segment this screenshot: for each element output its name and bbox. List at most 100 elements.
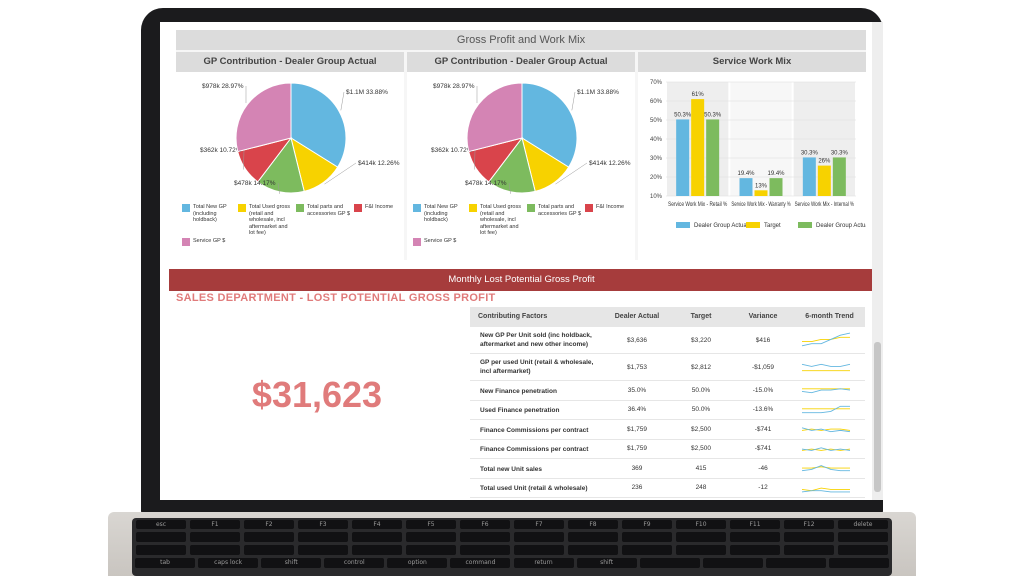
- cell-factor: New Finance penetration: [480, 387, 557, 395]
- keyboard-key: [244, 545, 294, 555]
- trend-line-target: [802, 336, 850, 343]
- vertical-scrollbar[interactable]: [872, 22, 883, 500]
- pie-slice-label: $478k 14.17%: [234, 180, 276, 187]
- bar[interactable]: [754, 190, 768, 196]
- column-header-factors[interactable]: Contributing Factors: [470, 307, 604, 327]
- gross-profit-section: Gross Profit and Work Mix GP Contributio…: [176, 30, 866, 260]
- trend-line-actual: [801, 465, 850, 472]
- legend-label: Total parts and accessories GP $: [307, 204, 351, 217]
- pie-slice-label: $414k 12.26%: [589, 160, 631, 167]
- cell-dealer-actual: $1,759: [627, 445, 647, 453]
- pie-slice[interactable]: [235, 82, 292, 153]
- keyboard-key: delete: [838, 520, 888, 529]
- bar[interactable]: [817, 165, 831, 196]
- keyboard-key: F10: [676, 520, 726, 529]
- lost-potential-total: $31,623: [251, 374, 383, 415]
- pie-slice-label: $978k 28.97%: [433, 83, 475, 90]
- cell-dealer-actual: 35.0%: [627, 386, 647, 394]
- bar[interactable]: [802, 157, 816, 196]
- table-row[interactable]: Finance Commissions per contract $1,759 $2…: [470, 420, 865, 440]
- keyboard-key: [639, 558, 700, 568]
- trend-line-target: [801, 428, 851, 431]
- keyboard-key: F4: [352, 520, 402, 529]
- legend-swatch: [354, 204, 362, 212]
- table-row[interactable]: GP per used Unit (retail & wholesale, in…: [470, 354, 865, 381]
- bar[interactable]: [676, 119, 690, 196]
- bar-legend-swatch: [798, 222, 812, 228]
- table-row[interactable]: Total new Unit sales 369 415 -46: [470, 459, 865, 479]
- scrollbar-thumb[interactable]: [874, 342, 881, 492]
- pie-slice-label: $1.1M 33.88%: [577, 89, 619, 96]
- keyboard-key: [702, 558, 763, 568]
- pie-slice-label: $362k 10.72%: [431, 147, 473, 154]
- y-tick-label: 70%: [650, 80, 663, 86]
- table-row[interactable]: Total used Unit (retail & wholesale) 236 2…: [470, 479, 865, 498]
- bar-legend-label[interactable]: Dealer Group Actual: [816, 223, 866, 229]
- table-row[interactable]: Used Finance penetration 36.4% 50.0% -13.6%: [470, 401, 865, 420]
- cell-variance: $416: [755, 336, 771, 344]
- trend-line-actual: [801, 427, 851, 433]
- bar-value-label: 50.3%: [704, 112, 722, 118]
- bar[interactable]: [832, 157, 846, 196]
- bar[interactable]: [769, 178, 783, 196]
- trend-line-actual: [801, 388, 851, 394]
- keyboard-key: [298, 545, 348, 555]
- bar[interactable]: [706, 119, 720, 196]
- keyboard-key: [730, 532, 780, 542]
- bar-value-label: 13%: [755, 183, 768, 189]
- trend-line-target: [801, 448, 851, 451]
- trend-sparkline: [802, 405, 850, 413]
- cell-factor: Total new Unit sales: [480, 465, 543, 473]
- bar-value-label: 50.3%: [674, 112, 692, 118]
- keyboard-key: esc: [136, 520, 186, 529]
- keyboard-key: [765, 558, 826, 568]
- bar-legend-swatch: [676, 222, 690, 228]
- legend-label: F&I Income: [596, 204, 625, 210]
- bar-legend-label[interactable]: Target: [764, 223, 781, 229]
- cell-dealer-actual: 236: [631, 484, 643, 492]
- legend-label: Total Used gross (retail and wholesale, …: [249, 204, 290, 236]
- trend-sparkline: [801, 332, 851, 347]
- column-header-variance[interactable]: Variance: [732, 307, 794, 327]
- cell-target: $2,500: [691, 425, 711, 433]
- x-tick-label: Service Work Mix - Retail %: [668, 202, 728, 208]
- column-header-trend[interactable]: 6-month Trend: [794, 307, 865, 327]
- column-header-target[interactable]: Target: [670, 307, 732, 327]
- bar[interactable]: [739, 178, 753, 196]
- cell-dealer-actual: 36.4%: [627, 406, 647, 414]
- x-tick-label: Service Work Mix - Internal %: [795, 202, 855, 208]
- trend-sparkline: [801, 487, 850, 492]
- keyboard-key: [568, 532, 618, 542]
- cell-variance: -$741: [754, 445, 772, 453]
- legend-swatch: [296, 204, 304, 212]
- cell-variance: -$1,059: [751, 363, 775, 371]
- keyboard-key: [622, 545, 672, 555]
- column-header-dealer-actual[interactable]: Dealer Actual: [604, 307, 670, 327]
- bar-legend-label[interactable]: Dealer Group Actual: [694, 223, 748, 229]
- legend-label: Service GP $: [424, 238, 457, 244]
- legend-swatch: [238, 204, 246, 212]
- bar-chart-title: Service Work Mix: [638, 52, 866, 72]
- keyboard-key: [784, 532, 834, 542]
- table-row[interactable]: New Finance penetration 35.0% 50.0% -15.0%: [470, 381, 865, 401]
- bar[interactable]: [691, 99, 705, 196]
- table-row[interactable]: Finance Commissions per contract $1,759 $2…: [470, 440, 865, 459]
- keyboard-key: [136, 545, 186, 555]
- keyboard-key: F8: [568, 520, 618, 529]
- cell-factor: New GP Per Unit sold (inc holdback, afte…: [480, 332, 592, 348]
- legend-swatch: [182, 204, 190, 212]
- cell-variance: -12: [758, 484, 768, 492]
- cell-variance: -13.6%: [752, 406, 774, 414]
- pie-leader-line: [340, 91, 345, 111]
- cell-target: 248: [695, 484, 707, 492]
- legend-label: Total Used gross (retail and wholesale, …: [480, 204, 521, 236]
- keyboard-key: [730, 545, 780, 555]
- dashboard-screen: Gross Profit and Work Mix GP Contributio…: [160, 22, 872, 500]
- pie-slice-label: $414k 12.26%: [358, 160, 400, 167]
- table-row[interactable]: New GP Per Unit sold (inc holdback, afte…: [470, 327, 865, 354]
- keyboard-key: tab: [135, 558, 196, 568]
- bar-value-label: 26%: [818, 159, 831, 165]
- keyboard-key: F2: [244, 520, 294, 529]
- pie-slice[interactable]: [466, 82, 523, 153]
- keyboard: esc F1 F2 F3 F4 F5 F6 F7 F8 F9 F10 F11 F12 delete tab c…: [132, 518, 892, 576]
